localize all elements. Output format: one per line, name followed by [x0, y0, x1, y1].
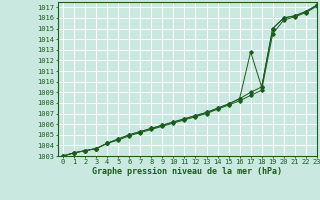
- X-axis label: Graphe pression niveau de la mer (hPa): Graphe pression niveau de la mer (hPa): [92, 167, 282, 176]
